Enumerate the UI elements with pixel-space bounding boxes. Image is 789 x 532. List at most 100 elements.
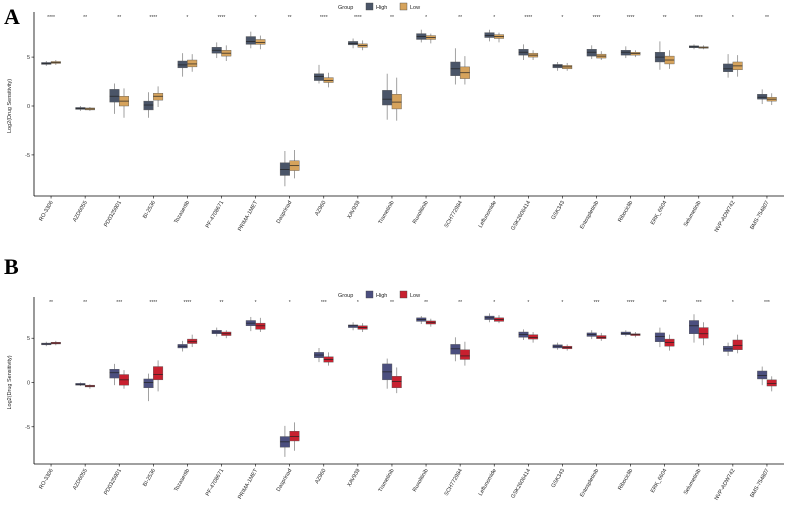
x-tick-label: Leflunomide bbox=[478, 468, 498, 497]
significance-label: *** bbox=[764, 300, 770, 306]
box-high bbox=[245, 36, 256, 45]
box-low bbox=[187, 338, 198, 344]
legend-swatch-high bbox=[365, 290, 374, 299]
box-high bbox=[689, 320, 699, 334]
significance-label: ** bbox=[288, 15, 292, 21]
significance-label: **** bbox=[354, 15, 362, 21]
panel-label: B bbox=[4, 254, 19, 279]
box-low bbox=[255, 39, 266, 45]
x-tick-label: Leflunomide bbox=[478, 200, 498, 229]
x-tick-label: GSK343 bbox=[551, 200, 567, 221]
x-tick-label: Selumetinib bbox=[683, 200, 703, 228]
x-tick-label: AZ960 bbox=[314, 468, 327, 485]
box-low bbox=[732, 339, 743, 350]
significance-label: *** bbox=[321, 300, 327, 306]
x-tick-label: PRIMA-1MET bbox=[237, 199, 259, 232]
significance-label: **** bbox=[593, 15, 601, 21]
significance-label: ** bbox=[458, 300, 462, 306]
y-tick-label: 0 bbox=[27, 381, 30, 387]
x-tick-label: SCH772984 bbox=[444, 468, 464, 497]
x-tick-label: Selumetinib bbox=[683, 468, 703, 496]
x-tick-label: PF-4708671 bbox=[205, 200, 225, 229]
box-high bbox=[382, 90, 393, 106]
y-axis-label: Log2(Drug Sensitivity) bbox=[7, 355, 13, 409]
box-high bbox=[177, 60, 188, 69]
box-low bbox=[255, 322, 266, 330]
box-high bbox=[143, 378, 154, 389]
box-high bbox=[143, 100, 154, 111]
legend-title: Group bbox=[338, 5, 353, 11]
significance-label: * bbox=[493, 300, 495, 306]
significance-label: ** bbox=[83, 15, 87, 21]
box-low bbox=[153, 93, 164, 101]
significance-label: * bbox=[186, 15, 188, 21]
box-low bbox=[528, 334, 539, 340]
x-tick-label: Dasprinad bbox=[276, 468, 294, 493]
x-tick-label: GSK2606414 bbox=[510, 200, 532, 232]
y-tick-label: -5 bbox=[25, 425, 30, 431]
box-high bbox=[450, 344, 461, 355]
significance-label: ** bbox=[117, 15, 121, 21]
x-tick-label: RO-3306 bbox=[38, 200, 54, 222]
y-tick-label: 5 bbox=[27, 336, 30, 342]
significance-label: ** bbox=[390, 15, 394, 21]
x-tick-label: Tozasertib bbox=[173, 468, 191, 493]
box-high bbox=[314, 73, 324, 81]
significance-label: ** bbox=[220, 300, 224, 306]
box-low bbox=[187, 59, 198, 68]
significance-label: * bbox=[255, 300, 257, 306]
significance-label: **** bbox=[320, 15, 328, 21]
box-low bbox=[698, 327, 709, 339]
significance-label: * bbox=[493, 15, 495, 21]
box-high bbox=[723, 63, 734, 72]
x-tick-label: PD0325901 bbox=[103, 200, 123, 228]
x-tick-label: GSK343 bbox=[551, 468, 567, 489]
legend-entry-high: High bbox=[376, 293, 387, 299]
significance-label: ** bbox=[83, 300, 87, 306]
x-tick-label: ERK_6604 bbox=[650, 468, 669, 494]
x-tick-label: AZD6055 bbox=[72, 200, 89, 223]
x-tick-label: XAV939 bbox=[347, 200, 362, 220]
box-high bbox=[484, 32, 495, 38]
box-low bbox=[459, 349, 470, 360]
box-high bbox=[654, 332, 665, 342]
significance-label: ** bbox=[49, 300, 53, 306]
significance-label: * bbox=[255, 15, 257, 21]
box-high bbox=[757, 370, 768, 380]
x-tick-label: NVP-ADW742 bbox=[714, 468, 737, 501]
significance-label: * bbox=[289, 300, 291, 306]
x-tick-label: XAV939 bbox=[347, 468, 362, 488]
x-tick-label: AZ960 bbox=[314, 200, 327, 217]
x-tick-label: Tozasertib bbox=[173, 200, 191, 225]
legend-entry-low: Low bbox=[410, 5, 420, 11]
significance-label: **** bbox=[524, 15, 532, 21]
box-high bbox=[279, 162, 290, 176]
box-low bbox=[323, 77, 334, 83]
significance-label: * bbox=[732, 15, 734, 21]
significance-label: **** bbox=[695, 15, 703, 21]
x-tick-label: BMS-754807 bbox=[749, 468, 770, 499]
box-high bbox=[620, 50, 631, 56]
significance-label: ** bbox=[663, 15, 667, 21]
legend-swatch-low bbox=[399, 2, 408, 11]
x-tick-label: Dasprinad bbox=[276, 200, 294, 225]
significance-label: ** bbox=[390, 300, 394, 306]
y-tick-label: 0 bbox=[27, 104, 30, 110]
significance-label: **** bbox=[184, 300, 192, 306]
significance-label: ** bbox=[663, 300, 667, 306]
y-axis-label: Log2(Drug Sensitivity) bbox=[7, 79, 13, 133]
chart-panel-b: B -5 0 5 Log2(Drug Sensitivity) Group High Low R… bbox=[4, 254, 784, 501]
x-tick-label: Ribociclib bbox=[617, 468, 634, 491]
box-high bbox=[348, 324, 359, 328]
x-tick-label: Trametinib bbox=[378, 200, 396, 225]
x-tick-label: GSK2606414 bbox=[510, 468, 532, 500]
x-tick-label: Entospletinib bbox=[579, 468, 600, 498]
significance-label: *** bbox=[696, 300, 702, 306]
significance-label: * bbox=[561, 15, 563, 21]
legend-swatch-low bbox=[399, 290, 408, 299]
legend-entry-low: Low bbox=[410, 293, 420, 299]
box-low bbox=[391, 94, 402, 110]
x-tick-label: SCH772984 bbox=[444, 200, 464, 229]
box-high bbox=[586, 49, 597, 57]
